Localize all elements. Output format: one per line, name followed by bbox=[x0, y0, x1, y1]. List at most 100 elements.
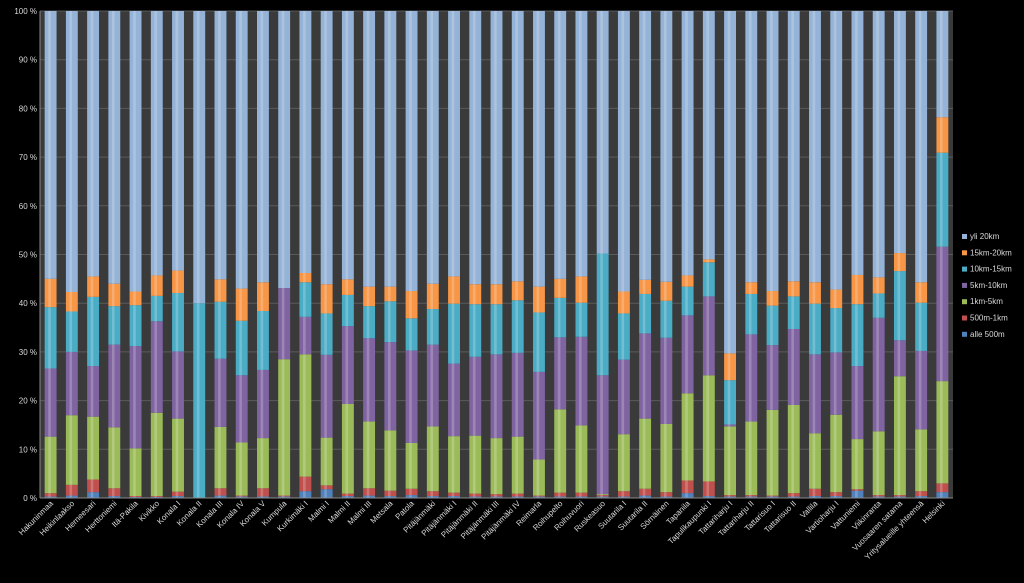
bar-highlight bbox=[600, 496, 603, 498]
x-tick-label: Helsinki bbox=[921, 499, 947, 525]
bar-highlight bbox=[791, 493, 794, 497]
bar-highlight bbox=[748, 496, 752, 498]
bar-highlight bbox=[685, 315, 688, 394]
bar-stack bbox=[787, 11, 800, 498]
bar-highlight bbox=[600, 253, 603, 376]
bar-segment-1km-5km bbox=[448, 436, 460, 493]
bar-segment-alle-500m bbox=[44, 496, 57, 498]
bar-stack bbox=[384, 11, 397, 498]
bar-segment-500m-1km bbox=[724, 495, 737, 497]
bar-highlight bbox=[833, 496, 837, 498]
bar-segment-yli-20km bbox=[405, 11, 418, 292]
bar-highlight bbox=[621, 491, 625, 497]
bar-highlight bbox=[345, 496, 349, 498]
bar-segment-15km-20km bbox=[681, 275, 694, 287]
bar-highlight bbox=[706, 496, 710, 498]
bar-segment-1km-5km bbox=[44, 436, 57, 494]
bar-segment-5km-10km bbox=[256, 369, 269, 439]
bar-highlight bbox=[515, 496, 518, 498]
bar-highlight bbox=[600, 494, 603, 496]
bar-segment-alle-500m bbox=[108, 496, 121, 498]
bar-highlight bbox=[833, 414, 837, 493]
bar-stack bbox=[872, 11, 885, 498]
bar-highlight bbox=[642, 488, 646, 496]
bar-highlight bbox=[940, 246, 943, 382]
bar-highlight bbox=[812, 282, 816, 304]
bar-segment-yli-20km bbox=[172, 11, 184, 271]
bar-highlight bbox=[260, 438, 264, 489]
bar-stack bbox=[108, 11, 121, 498]
bar-highlight bbox=[196, 303, 200, 498]
bar-segment-10km-15km bbox=[129, 305, 142, 347]
bar-highlight bbox=[366, 495, 370, 498]
bar-highlight bbox=[579, 276, 582, 303]
bar-highlight bbox=[685, 11, 688, 276]
bar-highlight bbox=[409, 495, 412, 498]
bar-highlight bbox=[855, 490, 858, 498]
bar-segment-15km-20km bbox=[533, 286, 545, 313]
bar-highlight bbox=[494, 496, 497, 498]
bar-segment-500m-1km bbox=[172, 491, 184, 497]
bar-highlight bbox=[133, 448, 136, 497]
bar-highlight bbox=[409, 442, 412, 489]
bar-highlight bbox=[515, 11, 518, 282]
bar-stack bbox=[448, 11, 460, 498]
bar-segment-alle-500m bbox=[766, 496, 779, 498]
bar-highlight bbox=[133, 11, 136, 292]
bar-highlight bbox=[451, 492, 455, 497]
bar-segment-5km-10km bbox=[299, 316, 312, 355]
bar-segment-500m-1km bbox=[787, 493, 800, 497]
bar-segment-500m-1km bbox=[702, 481, 715, 497]
legend-label: 15km-20km bbox=[970, 248, 1012, 257]
bar-stack bbox=[150, 11, 163, 498]
bar-highlight bbox=[451, 303, 455, 364]
bar-segment-yli-20km bbox=[256, 11, 269, 283]
bar-segment-1km-5km bbox=[724, 426, 737, 496]
bar-highlight bbox=[494, 284, 497, 305]
bar-stack bbox=[681, 11, 694, 498]
bar-segment-15km-20km bbox=[299, 273, 312, 283]
bar-highlight bbox=[663, 281, 667, 301]
bar-highlight bbox=[90, 11, 94, 277]
bar-stack bbox=[575, 11, 588, 498]
bar-highlight bbox=[536, 286, 540, 313]
bar-highlight bbox=[727, 11, 731, 354]
bar-segment-1km-5km bbox=[809, 433, 821, 489]
bar-highlight bbox=[791, 296, 794, 330]
bar-highlight bbox=[387, 430, 391, 491]
bar-segment-yli-20km bbox=[745, 11, 758, 283]
bar-segment-15km-20km bbox=[44, 278, 57, 308]
bar-highlight bbox=[239, 11, 242, 289]
bar-highlight bbox=[791, 281, 794, 297]
bar-segment-15km-20km bbox=[172, 270, 184, 293]
bar-highlight bbox=[366, 421, 370, 489]
bar-highlight bbox=[281, 359, 285, 496]
bar-highlight bbox=[281, 288, 285, 360]
bar-segment-5km-10km bbox=[851, 366, 864, 440]
bar-segment-500m-1km bbox=[766, 495, 779, 497]
bar-highlight bbox=[133, 496, 136, 498]
bar-segment-1km-5km bbox=[915, 429, 928, 492]
bar-highlight bbox=[451, 496, 455, 498]
bar-segment-15km-20km bbox=[915, 282, 928, 303]
bar-segment-15km-20km bbox=[830, 289, 843, 309]
bar-segment-500m-1km bbox=[235, 495, 248, 497]
bar-segment-10km-15km bbox=[150, 295, 163, 322]
bar-segment-500m-1km bbox=[830, 492, 843, 497]
bar-highlight bbox=[218, 11, 221, 280]
bar-highlight bbox=[175, 491, 179, 497]
bar-highlight bbox=[154, 321, 158, 413]
bar-segment-1km-5km bbox=[660, 423, 673, 493]
bar-highlight bbox=[706, 296, 710, 376]
bar-segment-alle-500m bbox=[575, 496, 588, 498]
bar-segment-10km-15km bbox=[511, 300, 524, 353]
bar-segment-500m-1km bbox=[341, 493, 354, 497]
bar-highlight bbox=[897, 496, 901, 498]
bar-segment-10km-15km bbox=[809, 303, 821, 355]
bar-segment-alle-500m bbox=[830, 496, 843, 498]
bar-segment-yli-20km bbox=[724, 11, 737, 354]
bar-stack bbox=[702, 11, 715, 498]
bar-segment-1km-5km bbox=[702, 375, 715, 482]
bar-segment-15km-20km bbox=[150, 275, 163, 296]
bar-highlight bbox=[451, 276, 455, 304]
